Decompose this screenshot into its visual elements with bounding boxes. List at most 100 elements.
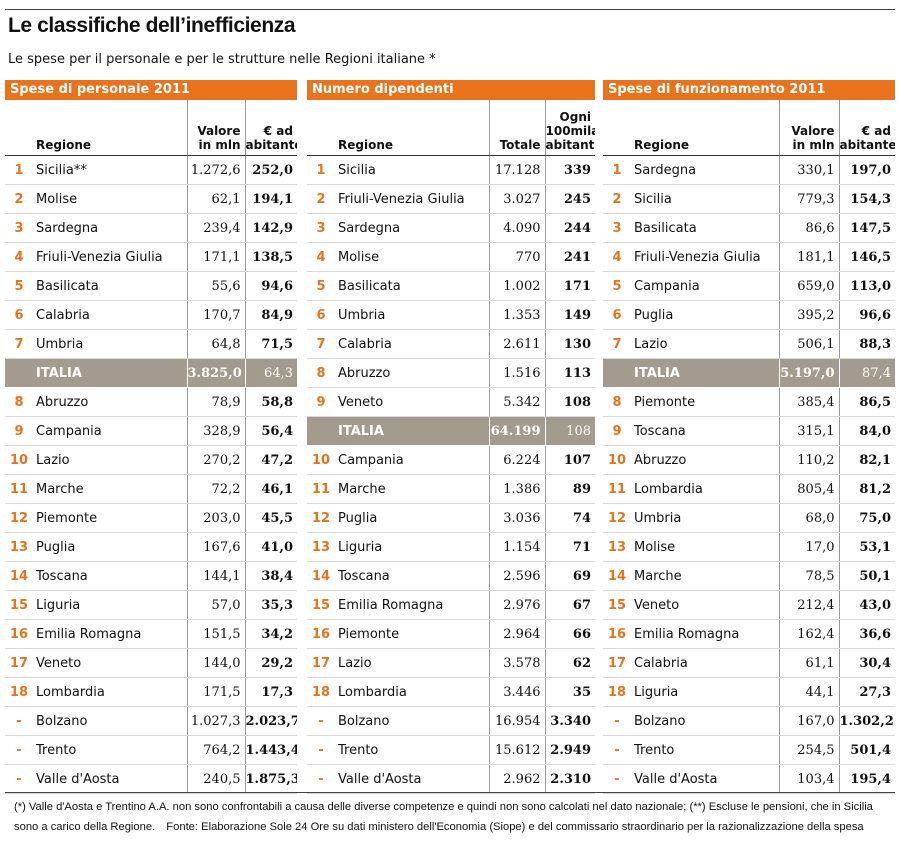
per-capita-cell: 38,4: [245, 561, 297, 591]
rank-cell: [307, 416, 335, 446]
value-cell: 6.224: [488, 445, 546, 475]
value-cell: 1.516: [488, 358, 546, 388]
value-cell: 78,5: [778, 561, 840, 591]
value-cell: 17.128: [488, 155, 546, 185]
per-capita-cell: 94,6: [245, 271, 297, 301]
rank-cell: -: [603, 706, 631, 736]
page-title: Le classifiche dell’inefficienza: [8, 14, 296, 37]
region-name-cell: Bolzano: [33, 706, 187, 736]
column-header-ogni-100mila: Ogni 100mila abitanti: [545, 100, 595, 156]
column-header-regione: Regione: [631, 100, 779, 156]
value-cell: 44,1: [778, 677, 840, 707]
rank-cell: 4: [603, 242, 631, 272]
rank-cell: 9: [603, 416, 631, 446]
rank-cell: 16: [5, 619, 33, 649]
per-capita-cell: 142,9: [245, 213, 297, 243]
table-row: 2 Molise 62,1 194,1: [5, 184, 297, 214]
value-cell: 5.197,0: [778, 358, 840, 388]
table-row: 10 Abruzzo 110,2 82,1: [603, 445, 895, 475]
column-header-regione: Regione: [335, 100, 489, 156]
rank-cell: 11: [5, 474, 33, 504]
per-capita-cell: 195,4: [839, 764, 895, 794]
value-cell: 779,3: [778, 184, 840, 214]
region-name-cell: Campania: [33, 416, 187, 446]
rank-cell: 6: [307, 300, 335, 330]
table-row: 13 Liguria 1.154 71: [307, 532, 595, 562]
rank-cell: -: [603, 764, 631, 794]
per-capita-cell: 34,2: [245, 619, 297, 649]
panel-title: Spese di personale 2011: [5, 80, 297, 100]
per-capita-cell: 2.023,7: [245, 706, 297, 736]
per-capita-cell: 108: [545, 387, 595, 417]
column-header-totale: Totale: [488, 100, 546, 156]
value-cell: 55,6: [186, 271, 246, 301]
rank-cell: 14: [307, 561, 335, 591]
table-row: 16 Emilia Romagna 162,4 36,6: [603, 619, 895, 649]
rank-cell: 16: [603, 619, 631, 649]
value-cell: 3.036: [488, 503, 546, 533]
per-capita-cell: 29,2: [245, 648, 297, 678]
footnote-text: (*) Valle d'Aosta e Trentino A.A. non so…: [14, 801, 873, 833]
value-cell: 2.596: [488, 561, 546, 591]
region-name-cell: Marche: [631, 561, 779, 591]
table-row: 10 Campania 6.224 107: [307, 445, 595, 475]
region-name-cell: Emilia Romagna: [33, 619, 187, 649]
table-row: - Bolzano 16.954 3.340: [307, 706, 595, 736]
column-header-regione: Regione: [33, 100, 187, 156]
table-row: - Valle d'Aosta 2.962 2.310: [307, 764, 595, 794]
table-row: 16 Emilia Romagna 151,5 34,2: [5, 619, 297, 649]
table-row: 1 Sicilia 17.128 339: [307, 155, 595, 185]
table-row-italia: ITALIA 3.825,0 64,3: [5, 358, 297, 388]
region-name-cell: Basilicata: [33, 271, 187, 301]
region-name-cell: Molise: [631, 532, 779, 562]
footnote-rule: [5, 792, 895, 793]
region-name-cell: Bolzano: [335, 706, 489, 736]
table-row: - Bolzano 167,0 1.302,2: [603, 706, 895, 736]
region-name-cell: Umbria: [33, 329, 187, 359]
region-name-cell: Liguria: [631, 677, 779, 707]
region-name-cell: Valle d'Aosta: [335, 764, 489, 794]
rank-cell: 8: [603, 387, 631, 417]
region-name-cell: Trento: [631, 735, 779, 765]
value-cell: 506,1: [778, 329, 840, 359]
table-row: - Trento 15.612 2.949: [307, 735, 595, 765]
value-cell: 162,4: [778, 619, 840, 649]
table-row: 12 Umbria 68,0 75,0: [603, 503, 895, 533]
per-capita-cell: 252,0: [245, 155, 297, 185]
region-name-cell: Toscana: [335, 561, 489, 591]
per-capita-cell: 241: [545, 242, 595, 272]
value-cell: 3.446: [488, 677, 546, 707]
per-capita-cell: 84,9: [245, 300, 297, 330]
rank-cell: 2: [5, 184, 33, 214]
per-capita-cell: 89: [545, 474, 595, 504]
rank-cell: 2: [603, 184, 631, 214]
table-row: - Valle d'Aosta 103,4 195,4: [603, 764, 895, 794]
region-name-cell: Calabria: [631, 648, 779, 678]
table-row: 16 Piemonte 2.964 66: [307, 619, 595, 649]
value-cell: 3.825,0: [186, 358, 246, 388]
value-cell: 171,5: [186, 677, 246, 707]
rank-cell: 4: [307, 242, 335, 272]
value-cell: 764,2: [186, 735, 246, 765]
per-capita-cell: 45,5: [245, 503, 297, 533]
per-capita-cell: 194,1: [245, 184, 297, 214]
rank-cell: 14: [603, 561, 631, 591]
column-header-per-abitante: € ad abitante: [839, 100, 895, 156]
per-capita-cell: 86,5: [839, 387, 895, 417]
rank-cell: [5, 358, 33, 388]
region-name-cell: Calabria: [33, 300, 187, 330]
top-rule: [5, 9, 895, 10]
per-capita-cell: 67: [545, 590, 595, 620]
value-cell: 151,5: [186, 619, 246, 649]
table-row: 3 Sardegna 239,4 142,9: [5, 213, 297, 243]
per-capita-cell: 35: [545, 677, 595, 707]
value-cell: 2.964: [488, 619, 546, 649]
region-name-cell: Lazio: [631, 329, 779, 359]
table-row: 5 Campania 659,0 113,0: [603, 271, 895, 301]
region-name-cell: Lombardia: [335, 677, 489, 707]
table-row: 4 Friuli-Venezia Giulia 171,1 138,5: [5, 242, 297, 272]
table-row-italia: ITALIA 5.197,0 87,4: [603, 358, 895, 388]
value-cell: 3.027: [488, 184, 546, 214]
rank-cell: [603, 358, 631, 388]
per-capita-cell: 146,5: [839, 242, 895, 272]
